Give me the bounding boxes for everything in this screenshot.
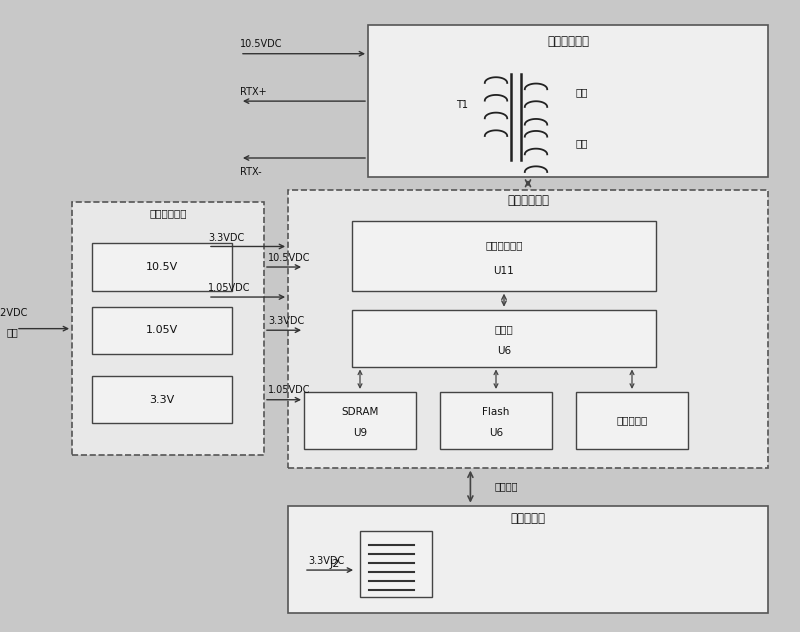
Text: U11: U11: [494, 266, 514, 276]
Text: 1.05VDC: 1.05VDC: [208, 283, 250, 293]
Text: 主芯片: 主芯片: [494, 325, 514, 334]
FancyBboxPatch shape: [92, 243, 232, 291]
FancyBboxPatch shape: [288, 506, 768, 613]
Text: 10.5VDC: 10.5VDC: [240, 39, 282, 49]
Text: 10.5VDC: 10.5VDC: [268, 253, 310, 262]
Text: 3.3VDC: 3.3VDC: [208, 233, 244, 243]
FancyBboxPatch shape: [360, 531, 432, 597]
Text: 3.3VDC: 3.3VDC: [308, 556, 344, 566]
Text: SDRAM: SDRAM: [342, 407, 378, 416]
Text: 10.5V: 10.5V: [146, 262, 178, 272]
FancyBboxPatch shape: [368, 25, 768, 177]
FancyBboxPatch shape: [352, 221, 656, 291]
Text: J2: J2: [330, 559, 340, 569]
FancyBboxPatch shape: [440, 392, 552, 449]
Text: 12VDC: 12VDC: [0, 308, 29, 318]
Text: RTX+: RTX+: [240, 87, 266, 97]
Text: U6: U6: [489, 428, 503, 438]
Text: 1.05VDC: 1.05VDC: [268, 386, 310, 395]
Text: 以太网系统: 以太网系统: [510, 512, 546, 525]
Text: RTX-: RTX-: [240, 167, 262, 177]
Text: 接收: 接收: [576, 138, 589, 148]
FancyBboxPatch shape: [92, 307, 232, 354]
FancyBboxPatch shape: [72, 202, 264, 455]
Text: 1.05V: 1.05V: [146, 325, 178, 335]
FancyBboxPatch shape: [576, 392, 688, 449]
Text: 输入: 输入: [6, 327, 18, 337]
Text: 3.3V: 3.3V: [150, 395, 174, 404]
Text: Flash: Flash: [482, 407, 510, 416]
FancyBboxPatch shape: [92, 376, 232, 423]
Text: 指示灯电路: 指示灯电路: [616, 415, 648, 425]
FancyBboxPatch shape: [304, 392, 416, 449]
Text: 3.3VDC: 3.3VDC: [268, 316, 304, 325]
FancyBboxPatch shape: [288, 190, 768, 468]
Text: U6: U6: [497, 346, 511, 356]
FancyBboxPatch shape: [352, 310, 656, 367]
Text: 调制解调电路: 调制解调电路: [486, 241, 522, 250]
Text: 信号耦合电路: 信号耦合电路: [547, 35, 589, 47]
Text: 主板电源电路: 主板电源电路: [150, 209, 186, 219]
Text: U9: U9: [353, 428, 367, 438]
Text: 信号处理系统: 信号处理系统: [507, 195, 549, 207]
Text: T1: T1: [456, 100, 468, 110]
Text: 发送: 发送: [576, 87, 589, 97]
Text: 通信接口: 通信接口: [494, 482, 518, 492]
